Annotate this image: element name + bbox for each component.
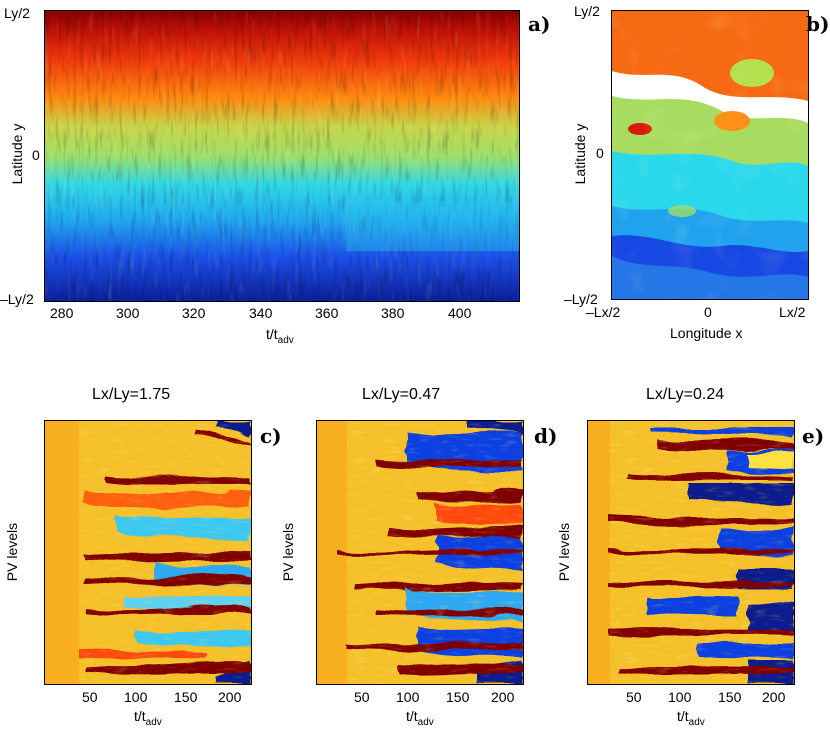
panel-c-xtick: 100 [124,689,148,705]
panel-b-xtick-left: –Lx/2 [586,304,621,320]
panel-c-x-axis-label: t/tadv [134,708,162,728]
panel-d-title: Lx/Ly=0.47 [362,386,441,403]
panel-c-xtick: 50 [82,689,98,705]
panel-a-label: a) [528,12,551,36]
panel-a-xtick: 400 [448,305,472,321]
panel-a-x-axis-label-main: t/t [266,326,278,342]
panel-c-heatmap [44,420,252,685]
panel-c-y-axis-label: PV levels [4,522,20,582]
panel-a-xtick: 380 [381,305,405,321]
panel-b-ytick-top: Ly/2 [574,3,600,19]
panel-d-heatmap [316,420,524,685]
panel-a-xtick: 360 [315,305,339,321]
panel-c-xtick: 150 [174,689,198,705]
panel-b-label: b) [806,12,830,36]
panel-a-xtick: 280 [50,305,74,321]
panel-d-y-axis-label: PV levels [280,522,296,582]
panel-c-title: Lx/Ly=1.75 [92,386,171,403]
panel-a-heatmap [44,10,520,302]
panel-a-x-axis-label-sub: adv [277,334,294,346]
panel-c-plot [45,421,251,684]
panel-b-plot [612,11,808,299]
panel-e-title: Lx/Ly=0.24 [646,386,725,403]
panel-d-plot [317,421,523,684]
panel-d-xtick: 100 [396,689,420,705]
panel-d-xtick: 200 [491,689,515,705]
panel-a-xtick: 320 [182,305,206,321]
panel-d-x-axis-label: t/tadv [406,708,434,728]
panel-a-ytick-bottom: –Ly/2 [0,291,34,307]
panel-b-x-axis-label: Longitude x [670,325,743,341]
panel-a-x-axis-label: t/tadv [266,326,294,346]
panel-e-x-axis-label-main: t/t [677,708,689,724]
panel-a-y-axis-label: Latitude y [9,123,25,185]
panel-a-xtick: 300 [116,305,140,321]
panel-c-xtick: 200 [218,689,242,705]
panel-c-label: c) [260,424,282,448]
panel-b-xtick-right: Lx/2 [779,304,806,320]
panel-d-xtick: 50 [354,689,370,705]
panel-a-ytick-top: Ly/2 [4,5,30,21]
panel-b-ytick-mid: 0 [596,145,604,161]
panel-e-x-axis-label: t/tadv [677,708,705,728]
panel-c-x-axis-label-main: t/t [134,708,146,724]
panel-d-x-axis-label-main: t/t [406,708,418,724]
panel-b-y-axis-label: Latitude y [572,123,588,185]
panel-e-xtick: 200 [762,689,786,705]
panel-e-xtick: 150 [718,689,742,705]
panel-e-xtick: 50 [626,689,642,705]
panel-b-ytick-bottom: –Ly/2 [564,291,598,307]
panel-e-xtick: 100 [668,689,692,705]
panel-e-plot [588,421,794,684]
panel-d-x-axis-label-sub: adv [417,716,434,728]
panel-e-heatmap [587,420,795,685]
panel-b-xtick-center: 0 [704,304,712,320]
panel-a-ytick-mid: 0 [32,147,40,163]
panel-c-x-axis-label-sub: adv [145,716,162,728]
panel-a-plot [45,11,519,301]
panel-d-xtick: 150 [446,689,470,705]
panel-a-xtick: 340 [249,305,273,321]
panel-e-x-axis-label-sub: adv [688,716,705,728]
panel-d-label: d) [534,424,558,448]
panel-b-heatmap [611,10,809,300]
panel-e-y-axis-label: PV levels [556,522,572,582]
panel-e-label: e) [802,424,825,448]
